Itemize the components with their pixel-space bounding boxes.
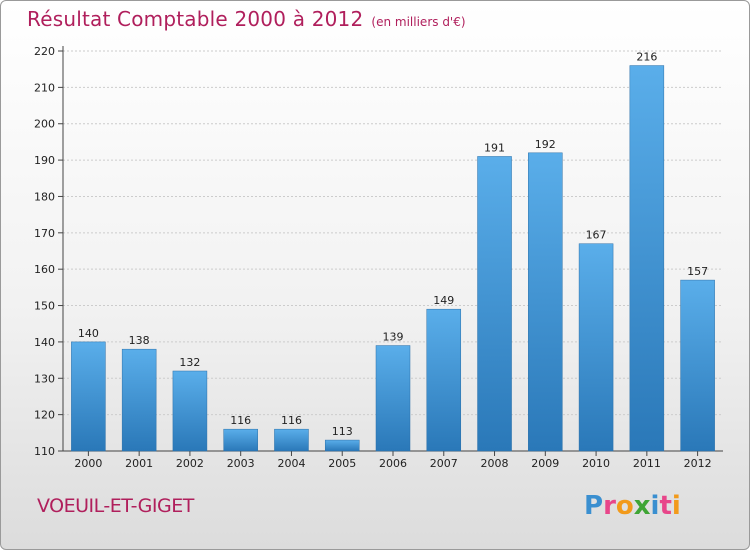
y-tick-label: 130 [34, 372, 55, 385]
y-tick-label: 150 [34, 300, 55, 313]
bar [223, 428, 258, 452]
bar [71, 341, 106, 452]
data-label: 116 [281, 414, 302, 427]
data-label: 132 [179, 356, 200, 369]
x-tick-label: 2008 [481, 457, 509, 470]
data-label: 216 [636, 51, 657, 64]
x-tick-label: 2007 [430, 457, 458, 470]
data-label: 191 [484, 141, 505, 154]
logo-letter: i [650, 491, 660, 521]
logo-letter: o [615, 491, 634, 521]
y-tick-label: 140 [34, 336, 55, 349]
bar [578, 243, 614, 452]
bar [528, 152, 563, 452]
bar [680, 279, 715, 452]
y-tick-label: 180 [34, 190, 55, 203]
data-label: 157 [687, 265, 708, 278]
logo-letter: i [671, 491, 681, 521]
x-tick-label: 2004 [277, 457, 305, 470]
y-tick-label: 200 [34, 118, 55, 131]
bar [477, 156, 512, 452]
x-tick-label: 2009 [531, 457, 559, 470]
data-label: 138 [129, 334, 150, 347]
x-tick-label: 2002 [176, 457, 204, 470]
chart-subtitle: (en milliers d'€) [371, 15, 466, 29]
chart-title: Résultat Comptable 2000 à 2012 [27, 7, 364, 31]
data-label: 113 [332, 425, 353, 438]
y-tick-label: 170 [34, 227, 55, 240]
data-label: 149 [433, 294, 454, 307]
data-label: 167 [586, 229, 607, 242]
x-tick-label: 2003 [227, 457, 255, 470]
bar [426, 308, 462, 452]
y-tick-label: 110 [34, 445, 55, 458]
x-tick-label: 2001 [125, 457, 153, 470]
x-tick-label: 2010 [582, 457, 610, 470]
data-label: 139 [383, 331, 404, 344]
x-tick-label: 2006 [379, 457, 407, 470]
x-tick-label: 2012 [684, 457, 712, 470]
bar [629, 65, 665, 452]
x-tick-label: 2000 [74, 457, 102, 470]
y-tick-label: 120 [34, 409, 55, 422]
data-labels: 140 138 132 116 116 113 139 149 191 192 167 216 157 [78, 51, 708, 439]
bar [274, 428, 309, 452]
data-label: 192 [535, 138, 556, 151]
proxiti-logo: Proxiti [584, 491, 681, 521]
logo-letter: r [603, 491, 616, 521]
bar [121, 348, 157, 452]
bar [375, 345, 411, 452]
bars [71, 65, 715, 452]
bar [324, 439, 360, 452]
y-tick-label: 220 [34, 45, 55, 58]
commune-name: VOEUIL-ET-GIGET [37, 495, 194, 517]
data-label: 140 [78, 327, 99, 340]
y-tick-label: 210 [34, 81, 55, 94]
logo-letter: P [584, 491, 604, 521]
data-label: 116 [230, 414, 251, 427]
x-tick-label: 2011 [633, 457, 661, 470]
logo-letter: t [659, 491, 672, 521]
y-tick-label: 190 [34, 154, 55, 167]
chart-title-block: Résultat Comptable 2000 à 2012 (en millie… [27, 7, 466, 31]
y-tick-label: 160 [34, 263, 55, 276]
logo-letter: x [633, 491, 651, 521]
x-tick-label: 2005 [328, 457, 356, 470]
bar [172, 370, 208, 452]
tick-labels: 110 120 130 140 150 160 170 180 190 200 210 220 2000… [34, 45, 712, 470]
